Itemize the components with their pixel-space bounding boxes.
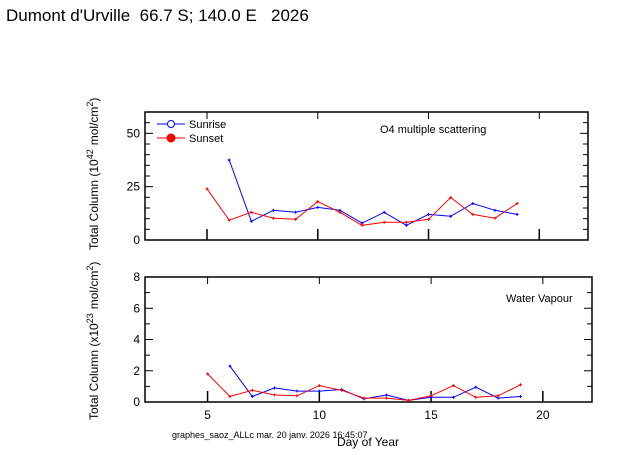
- data-point-sunset: [228, 395, 232, 399]
- data-point-sunrise: [249, 219, 253, 223]
- o4-ylabel-unit-exp: 2: [85, 102, 95, 107]
- o4-y-axis-label: Total Column (1042 mol/cm2): [85, 98, 101, 250]
- legend-sunrise-label: Sunrise: [189, 119, 226, 131]
- data-point-sunrise: [449, 214, 453, 218]
- data-point-sunset: [316, 200, 320, 204]
- data-point-sunset: [496, 394, 500, 398]
- x-tick-label: 20: [536, 408, 550, 422]
- wv-ylabel-unit: mol/cm: [87, 271, 101, 310]
- data-point-sunrise: [474, 385, 478, 389]
- wv-annotation: Water Vapour: [506, 293, 573, 305]
- data-point-sunset: [451, 384, 455, 388]
- data-point-sunrise: [515, 212, 519, 216]
- data-point-sunrise: [427, 212, 431, 216]
- legend-sunset-label: Sunset: [189, 133, 223, 145]
- wv-ylabel-exp: 23: [85, 313, 95, 323]
- data-point-sunset: [407, 398, 411, 402]
- data-point-sunset: [362, 396, 366, 400]
- data-point-sunset: [206, 372, 210, 376]
- data-point-sunset: [471, 212, 475, 216]
- data-point-sunrise: [384, 393, 388, 397]
- data-point-sunset: [518, 383, 522, 387]
- x-tick-label: 5: [204, 408, 211, 422]
- data-point-sunset: [474, 395, 478, 399]
- o4-series: [205, 158, 519, 227]
- page-title: Dumont d'Urville 66.7 S; 140.0 E 2026: [6, 6, 309, 25]
- wv-ylabel-close: ): [87, 262, 101, 266]
- data-point-sunset: [295, 394, 299, 398]
- data-point-sunrise: [471, 202, 475, 206]
- series-line-sunset: [207, 373, 521, 401]
- o4-ylabel-close: ): [87, 98, 101, 102]
- data-point-sunset: [249, 210, 253, 214]
- footer-timestamp: graphes_saoz_ALLc mar. 20 janv. 2026 16:…: [172, 430, 367, 440]
- o4-annotation: O4 multiple scattering: [380, 124, 486, 136]
- series-line-sunrise: [229, 365, 521, 401]
- legend-sunrise-marker-icon: [167, 120, 175, 128]
- series-line-sunrise: [228, 159, 518, 226]
- data-point-sunrise: [317, 389, 321, 393]
- y-tick-label: 25: [127, 180, 141, 194]
- data-point-sunrise: [273, 386, 277, 390]
- x-axis-label: Day of Year: [337, 435, 399, 449]
- data-point-sunset: [515, 202, 519, 206]
- data-point-sunset: [404, 220, 408, 224]
- data-point-sunset: [360, 223, 364, 227]
- data-point-sunset: [427, 217, 431, 221]
- data-point-sunrise: [493, 208, 497, 212]
- data-point-sunrise: [271, 208, 275, 212]
- data-point-sunset: [271, 216, 275, 220]
- data-point-sunset: [384, 396, 388, 400]
- o4-ylabel-main: Total Column (10: [87, 159, 101, 250]
- o4-ylabel-unit: mol/cm: [87, 107, 101, 146]
- o4-ylabel-exp: 42: [85, 149, 95, 159]
- data-point-sunrise: [382, 210, 386, 214]
- data-point-sunset: [294, 217, 298, 221]
- y-tick-label: 4: [133, 333, 140, 347]
- water-vapour-panel: 5 10 15 20 0 2 4 6 8 Water Vapour Total Column (…: [85, 262, 593, 449]
- y-tick-label: 8: [133, 270, 140, 284]
- y-tick-label: 6: [133, 301, 140, 315]
- o4-panel: 0 25 50 O4 multiple scattering Sunrise Sun…: [85, 98, 589, 250]
- data-point-sunrise: [451, 395, 455, 399]
- data-point-sunrise: [250, 395, 254, 399]
- y-tick-label: 0: [133, 395, 140, 409]
- x-tick-label: 10: [313, 408, 327, 422]
- y-tick-label: 2: [133, 364, 140, 378]
- data-point-sunrise: [316, 205, 320, 209]
- data-point-sunset: [382, 220, 386, 224]
- wv-y-axis-label: Total Column (x1023 mol/cm2): [85, 262, 101, 420]
- o4-axis-ticks: 0 25 50: [127, 111, 588, 247]
- y-tick-label: 50: [127, 126, 141, 140]
- y-tick-label: 0: [133, 233, 140, 247]
- data-point-sunset: [429, 394, 433, 398]
- data-point-sunrise: [404, 223, 408, 227]
- data-point-sunrise: [294, 210, 298, 214]
- data-point-sunset: [317, 384, 321, 388]
- data-point-sunrise: [228, 364, 232, 368]
- data-point-sunset: [227, 218, 231, 222]
- legend-sunset-marker-icon: [166, 133, 176, 143]
- data-point-sunset: [338, 210, 342, 214]
- wv-ylabel-unit-exp: 2: [85, 266, 95, 271]
- wv-axis-ticks: 5 10 15 20 0 2 4 6 8: [133, 270, 592, 422]
- data-point-sunset: [205, 187, 209, 191]
- data-point-sunrise: [295, 389, 299, 393]
- wv-series: [206, 364, 522, 402]
- data-point-sunset: [449, 196, 453, 200]
- data-point-sunset: [493, 216, 497, 220]
- legend: Sunrise Sunset: [157, 119, 226, 145]
- data-point-sunset: [340, 388, 344, 392]
- data-point-sunset: [273, 393, 277, 397]
- wv-ylabel-main: Total Column (x10: [87, 323, 101, 420]
- data-point-sunset: [250, 388, 254, 392]
- x-tick-label: 15: [424, 408, 438, 422]
- data-point-sunrise: [227, 158, 231, 162]
- data-point-sunrise: [518, 395, 522, 399]
